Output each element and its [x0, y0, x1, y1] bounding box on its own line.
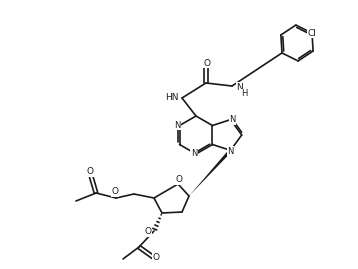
Text: Cl: Cl [308, 29, 316, 38]
Text: O: O [175, 175, 183, 185]
Text: H: H [241, 90, 247, 98]
Text: HN: HN [165, 94, 179, 102]
Text: O: O [145, 228, 151, 236]
Text: O: O [153, 253, 160, 263]
Text: O: O [87, 168, 93, 176]
Text: O: O [111, 187, 118, 196]
Text: N: N [229, 115, 236, 124]
Polygon shape [189, 149, 232, 196]
Text: N: N [227, 147, 234, 156]
Text: N: N [236, 83, 243, 91]
Text: N: N [191, 150, 197, 158]
Text: O: O [203, 58, 211, 68]
Text: N: N [174, 121, 181, 130]
